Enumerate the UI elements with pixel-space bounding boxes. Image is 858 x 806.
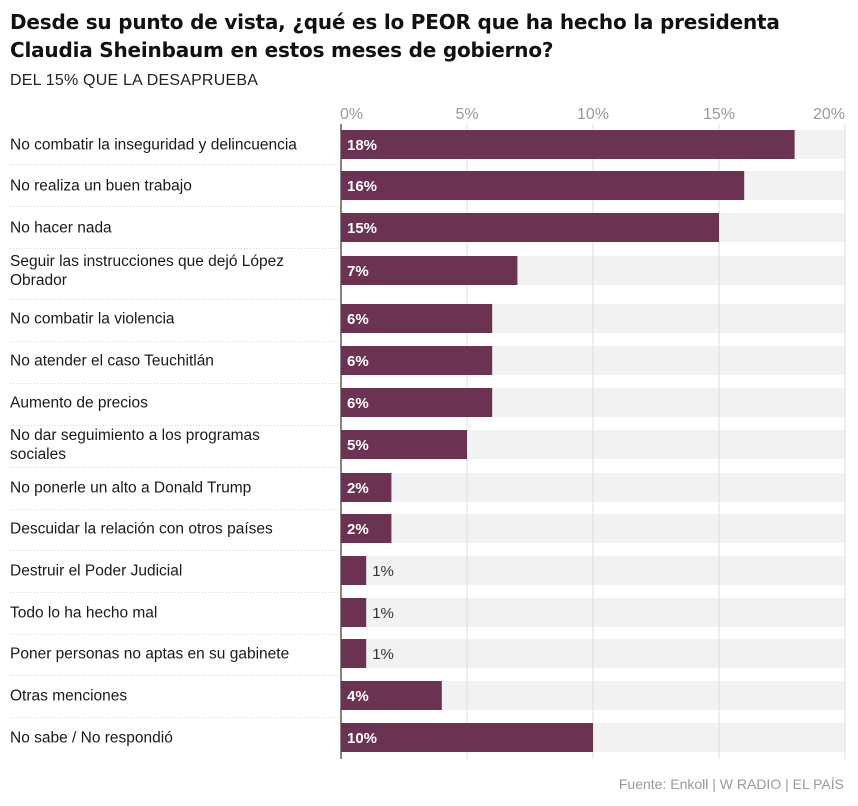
bar xyxy=(341,256,518,285)
value-label: 10% xyxy=(347,730,377,747)
bar xyxy=(341,473,392,502)
chart-subtitle: DEL 15% QUE LA DESAPRUEBA xyxy=(10,72,259,89)
value-label: 15% xyxy=(347,220,377,237)
bar xyxy=(341,556,367,585)
value-label: 7% xyxy=(347,263,369,280)
category-label: Seguir las instrucciones que dejó López O… xyxy=(10,253,284,289)
x-tick-label: 20% xyxy=(813,106,845,123)
value-label: 2% xyxy=(347,521,369,538)
x-tick-label: 15% xyxy=(703,106,735,123)
bar xyxy=(341,388,493,417)
bar xyxy=(341,514,392,543)
value-label: 6% xyxy=(347,395,369,412)
bar xyxy=(341,681,442,710)
bar-chart: 0% 5% 10% 15% 20% No combatir la inseguridad … xyxy=(10,106,846,759)
category-label: Otras menciones xyxy=(10,688,127,705)
x-tick-label: 10% xyxy=(577,106,609,123)
value-label: 1% xyxy=(372,563,394,580)
bar xyxy=(341,598,367,627)
category-label: Aumento de precios xyxy=(10,395,148,412)
category-label: Descuidar la relación con otros países xyxy=(10,521,273,538)
bar xyxy=(341,213,719,242)
value-label: 18% xyxy=(347,137,377,154)
value-label: 4% xyxy=(347,688,369,705)
category-label: No hacer nada xyxy=(10,220,112,237)
source-note: Fuente: Enkoll | W RADIO | EL PAÍS xyxy=(618,776,844,792)
chart-title: Desde su punto de vista, ¿qué es lo PEOR… xyxy=(10,10,780,62)
bar xyxy=(341,346,493,375)
value-label: 1% xyxy=(372,605,394,622)
category-label: Poner personas no aptas en su gabinete xyxy=(10,646,289,663)
bar xyxy=(341,304,493,333)
category-label: Todo lo ha hecho mal xyxy=(10,605,157,622)
bar xyxy=(341,130,795,159)
category-label: No sabe / No respondió xyxy=(10,730,173,747)
bar xyxy=(341,723,593,752)
bar xyxy=(341,430,467,459)
value-label: 16% xyxy=(347,178,377,195)
value-label: 5% xyxy=(347,437,369,454)
category-label: No dar seguimiento a los programas social… xyxy=(10,427,260,463)
category-label: No combatir la inseguridad y delincuenci… xyxy=(10,137,297,154)
category-label: No realiza un buen trabajo xyxy=(10,178,192,195)
bar xyxy=(341,171,745,200)
x-tick-label: 5% xyxy=(455,106,478,123)
bar xyxy=(341,639,367,668)
category-label: No atender el caso Teuchitlán xyxy=(10,353,214,370)
value-label: 6% xyxy=(347,353,369,370)
category-label: Destruir el Poder Judicial xyxy=(10,563,182,580)
value-label: 2% xyxy=(347,480,369,497)
value-label: 1% xyxy=(372,646,394,663)
category-label: No ponerle un alto a Donald Trump xyxy=(10,480,251,497)
x-tick-label: 0% xyxy=(340,106,363,123)
category-label: No combatir la violencia xyxy=(10,311,175,328)
value-label: 6% xyxy=(347,311,369,328)
